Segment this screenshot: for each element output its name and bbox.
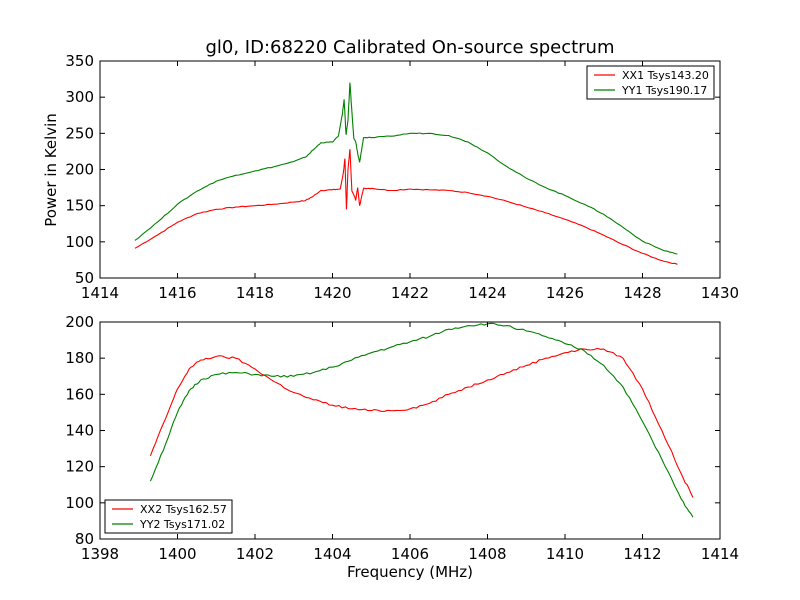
y-tick-label: 120 [65, 458, 94, 476]
x-tick-label: 1406 [391, 545, 429, 563]
legend-entry: YY2 Tsys171.02 [139, 518, 225, 531]
x-tick-label: 1418 [236, 284, 274, 302]
x-tick-label: 1410 [546, 545, 584, 563]
legend-entry: XX2 Tsys162.57 [140, 503, 227, 516]
y-tick-label: 80 [75, 530, 94, 548]
series-line-yy2 [149, 322, 694, 518]
y-tick-label: 350 [65, 52, 94, 70]
x-axis-label: Frequency (MHz) [347, 563, 473, 581]
y-tick-label: 140 [65, 422, 94, 440]
y-tick-label: 100 [65, 494, 94, 512]
x-tick-label: 1414 [701, 545, 739, 563]
y-tick-label: 100 [65, 233, 94, 251]
y-tick-label: 200 [65, 313, 94, 331]
series-line-xx1 [134, 149, 678, 265]
x-tick-label: 1426 [546, 284, 584, 302]
x-tick-label: 1398 [81, 545, 119, 563]
legend-entry: XX1 Tsys143.20 [622, 69, 709, 82]
x-tick-label: 1424 [468, 284, 506, 302]
x-tick-label: 1414 [81, 284, 119, 302]
y-tick-label: 50 [75, 269, 94, 287]
top-spectrum-panel: 1414 1416 1418 1420 1422 1424 1426 1428 1430 50 10… [65, 52, 739, 302]
x-tick-label: 1416 [158, 284, 196, 302]
x-tick-label: 1408 [468, 545, 506, 563]
x-tick-label: 1420 [313, 284, 351, 302]
y-tick-label: 180 [65, 349, 94, 367]
y-tick-label: 160 [65, 385, 94, 403]
legend-entry: YY1 Tsys190.17 [621, 84, 707, 97]
x-tick-label: 1428 [623, 284, 661, 302]
y-tick-label: 300 [65, 88, 94, 106]
x-tick-label: 1422 [391, 284, 429, 302]
legend-box [586, 65, 715, 100]
chart-title: gl0, ID:68220 Calibrated On-source spect… [205, 37, 614, 58]
y-axis-label: Power in Kelvin [42, 113, 60, 227]
y-tick-label: 250 [65, 124, 94, 142]
legend-box [104, 499, 233, 534]
y-tick-label: 200 [65, 161, 94, 179]
x-tick-label: 1400 [158, 545, 196, 563]
series-line-yy1 [134, 82, 678, 255]
bottom-spectrum-panel: 1398 1400 1402 1404 1406 1408 1410 1412 1414 80 10… [65, 313, 739, 563]
x-tick-label: 1430 [701, 284, 739, 302]
x-tick-label: 1412 [623, 545, 661, 563]
x-tick-label: 1402 [236, 545, 274, 563]
y-tick-label: 150 [65, 197, 94, 215]
x-tick-label: 1404 [313, 545, 351, 563]
series-line-xx2 [149, 347, 694, 498]
